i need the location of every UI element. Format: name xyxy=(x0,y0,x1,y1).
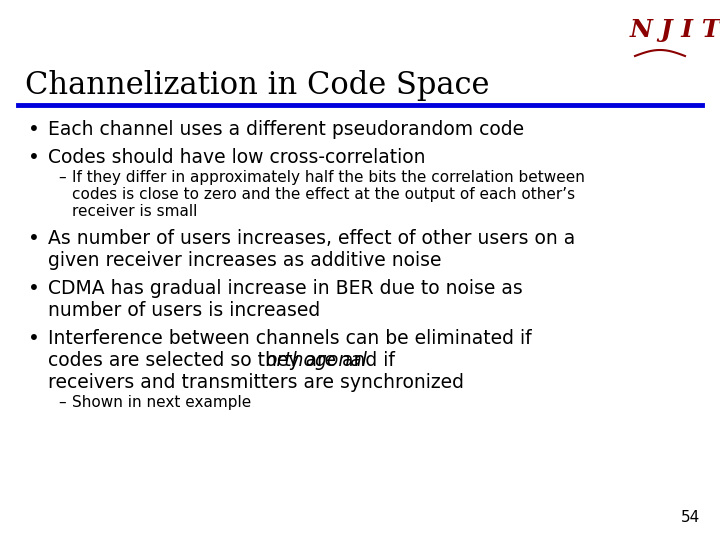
Text: –: – xyxy=(58,170,66,185)
Text: number of users is increased: number of users is increased xyxy=(48,301,320,320)
Text: As number of users increases, effect of other users on a: As number of users increases, effect of … xyxy=(48,229,575,248)
Text: Shown in next example: Shown in next example xyxy=(72,395,251,410)
Text: •: • xyxy=(28,279,40,298)
Text: N J I T: N J I T xyxy=(630,18,720,42)
Text: Each channel uses a different pseudorandom code: Each channel uses a different pseudorand… xyxy=(48,120,524,139)
Text: orthogonal: orthogonal xyxy=(266,351,368,370)
Text: and if: and if xyxy=(336,351,395,370)
Text: •: • xyxy=(28,329,40,348)
Text: 54: 54 xyxy=(680,510,700,525)
Text: Interference between channels can be eliminated if: Interference between channels can be eli… xyxy=(48,329,531,348)
Text: given receiver increases as additive noise: given receiver increases as additive noi… xyxy=(48,251,441,270)
Text: •: • xyxy=(28,229,40,248)
Text: •: • xyxy=(28,120,40,139)
Text: •: • xyxy=(28,148,40,167)
Text: Channelization in Code Space: Channelization in Code Space xyxy=(25,70,490,101)
Text: –: – xyxy=(58,395,66,410)
Text: codes are selected so they are: codes are selected so they are xyxy=(48,351,342,370)
Text: receiver is small: receiver is small xyxy=(72,204,197,219)
Text: receivers and transmitters are synchronized: receivers and transmitters are synchroni… xyxy=(48,373,464,392)
Text: Codes should have low cross-correlation: Codes should have low cross-correlation xyxy=(48,148,426,167)
Text: If they differ in approximately half the bits the correlation between: If they differ in approximately half the… xyxy=(72,170,585,185)
Text: CDMA has gradual increase in BER due to noise as: CDMA has gradual increase in BER due to … xyxy=(48,279,523,298)
Text: codes is close to zero and the effect at the output of each other’s: codes is close to zero and the effect at… xyxy=(72,187,575,202)
